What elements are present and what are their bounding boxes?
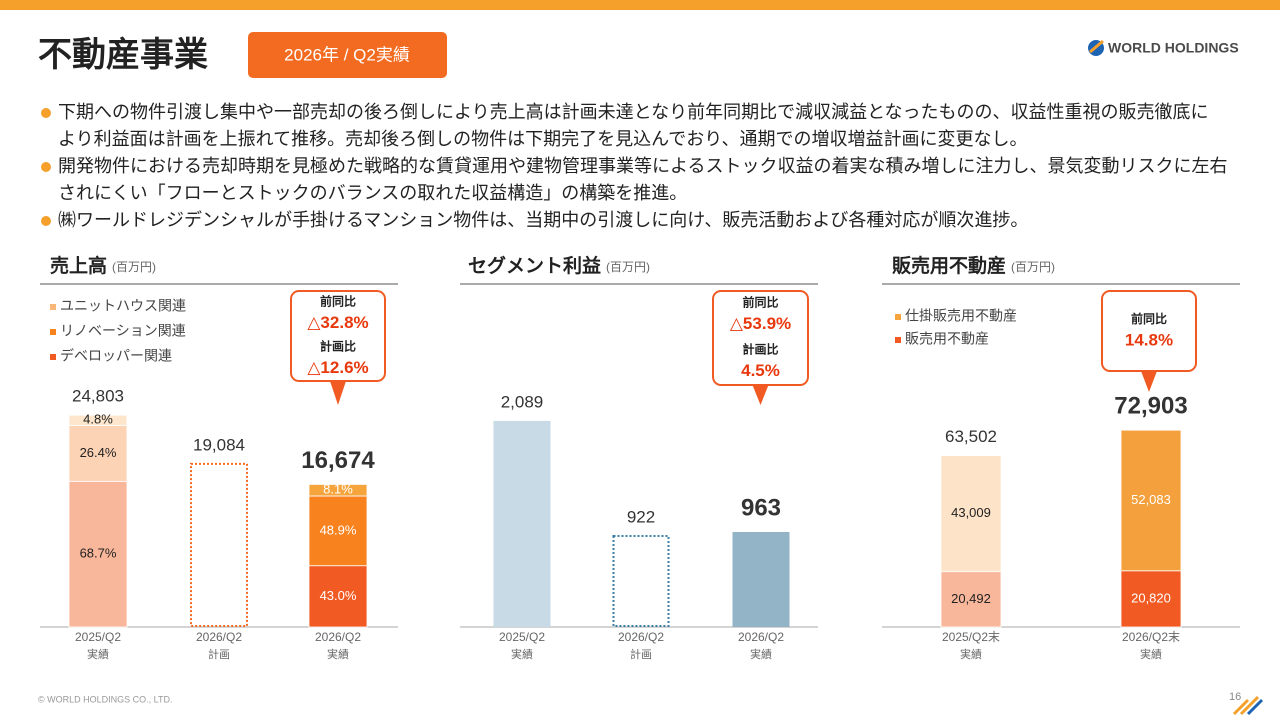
section-unit: (百万円) [1011, 260, 1055, 274]
total-label: 24,803 [72, 386, 124, 405]
callout-pointer [752, 385, 769, 405]
bullet-dot [41, 162, 51, 172]
callout-label: 前同比 [1131, 311, 1167, 326]
bar-segment [940, 571, 1002, 628]
section-title: 売上高 [50, 254, 107, 277]
section-title: セグメント利益 [468, 254, 601, 277]
total-label: 19,084 [193, 435, 245, 454]
callout-box [290, 290, 386, 382]
legend-label: 仕掛販売用不動産 [905, 308, 1017, 324]
segment-label: 68.7% [80, 546, 117, 561]
total-label: 922 [627, 508, 655, 527]
category-note: 計画 [208, 647, 230, 661]
category-note: 実績 [87, 647, 109, 661]
callout-label: 前同比 [742, 295, 778, 310]
category-label: 2025/Q2 [499, 630, 545, 644]
top-band [0, 0, 1280, 10]
callout-value: △53.9% [730, 314, 791, 333]
category-label: 2026/Q2 [196, 630, 242, 644]
plan-bar [612, 535, 670, 627]
callout-value: △32.8% [307, 313, 368, 332]
category-note: 実績 [750, 647, 772, 661]
callout-value: △12.6% [307, 358, 368, 377]
bar-segment [308, 565, 368, 628]
plan-bar [190, 462, 248, 627]
bullet-text: 開発物件における売却時期を見極めた戦略的な賃貸運用や建物管理事業等によるストック… [58, 156, 1227, 176]
legend-marker [50, 354, 56, 360]
legend-label: デベロッパー関連 [60, 348, 172, 364]
total-label: 2,089 [501, 392, 544, 411]
logo-swoosh [1089, 39, 1104, 54]
bar-segment [308, 495, 368, 567]
logo-text: WORLD HOLDINGS [1108, 40, 1239, 56]
badge-text: 2026年 / Q2実績 [284, 45, 410, 64]
total-label: 63,502 [945, 427, 997, 446]
total-label: 16,674 [301, 447, 375, 474]
callout-box [1101, 290, 1197, 372]
legend-label: リノベーション関連 [60, 323, 186, 339]
total-label: 963 [741, 494, 781, 521]
callout-label: 計画比 [742, 342, 778, 357]
bullet-text: されにくい「フローとストックのバランスの取れた収益構造」の構築を推進。 [58, 183, 687, 203]
callout-box [712, 290, 809, 386]
bar-segment [68, 414, 128, 426]
page-number: 16 [1229, 691, 1241, 703]
bar [732, 531, 790, 627]
category-note: 実績 [1140, 647, 1162, 661]
legend-label: ユニットハウス関連 [60, 298, 186, 314]
category-label: 2026/Q2 [315, 630, 361, 644]
bar-segment [308, 484, 368, 497]
legend-marker [895, 314, 901, 320]
total-label: 72,903 [1114, 393, 1187, 420]
callout-value: 4.5% [741, 361, 780, 380]
badge [248, 32, 447, 78]
callout-pointer [330, 381, 346, 405]
copyright: © WORLD HOLDINGS CO., LTD. [38, 694, 172, 704]
bar-segment [1120, 570, 1182, 628]
category-note: 計画 [630, 647, 652, 661]
bullet-text: より利益面は計画を上振れて推移。売却後ろ倒しの物件は下期完了を見込んでおり、通期… [58, 129, 1027, 149]
legend-marker [50, 329, 56, 335]
bar [493, 420, 551, 627]
callout-value: 14.8% [1125, 330, 1173, 349]
callout-label: 前同比 [320, 294, 356, 309]
section-unit: (百万円) [606, 260, 650, 274]
corner-deco [1232, 695, 1260, 716]
legend-label: 販売用不動産 [905, 331, 989, 347]
slide-title: 不動産事業 [38, 36, 208, 74]
category-note: 実績 [511, 647, 533, 661]
corner-deco [1246, 698, 1264, 716]
category-label: 2025/Q2 [75, 630, 121, 644]
bar-segment [68, 480, 128, 628]
segment-label: 43,009 [951, 505, 991, 520]
category-label: 2026/Q2 [618, 630, 664, 644]
segment-label: 26.4% [80, 445, 117, 460]
bullet-text: ㈱ワールドレジデンシャルが手掛けるマンション物件は、当期中の引渡しに向け、販売活… [58, 210, 1028, 230]
callout-pointer [1141, 371, 1157, 392]
segment-label: 20,820 [1131, 590, 1171, 605]
category-note: 実績 [960, 647, 982, 661]
segment-label: 20,492 [951, 591, 991, 606]
category-label: 2025/Q2末 [942, 630, 1000, 644]
callout-label: 計画比 [320, 339, 356, 354]
segment-label: 52,083 [1131, 492, 1171, 507]
section-unit: (百万円) [112, 260, 156, 274]
segment-label: 4.8% [83, 412, 113, 427]
bullet-dot [41, 216, 51, 226]
segment-label: 8.1% [323, 482, 353, 497]
bar-segment [1120, 429, 1182, 572]
bullet-text: 下期への物件引渡し集中や一部売却の後ろ倒しにより売上高は計画未達となり前年同期比… [58, 102, 1209, 122]
segment-label: 43.0% [320, 588, 357, 603]
category-label: 2026/Q2末 [1122, 630, 1180, 644]
bullet-dot [41, 108, 51, 118]
legend-marker [895, 337, 901, 343]
legend-marker [50, 304, 56, 310]
category-label: 2026/Q2 [738, 630, 784, 644]
section-title: 販売用不動産 [892, 254, 1006, 277]
segment-label: 48.9% [320, 522, 357, 537]
bar-segment [940, 455, 1002, 573]
category-note: 実績 [327, 647, 349, 661]
